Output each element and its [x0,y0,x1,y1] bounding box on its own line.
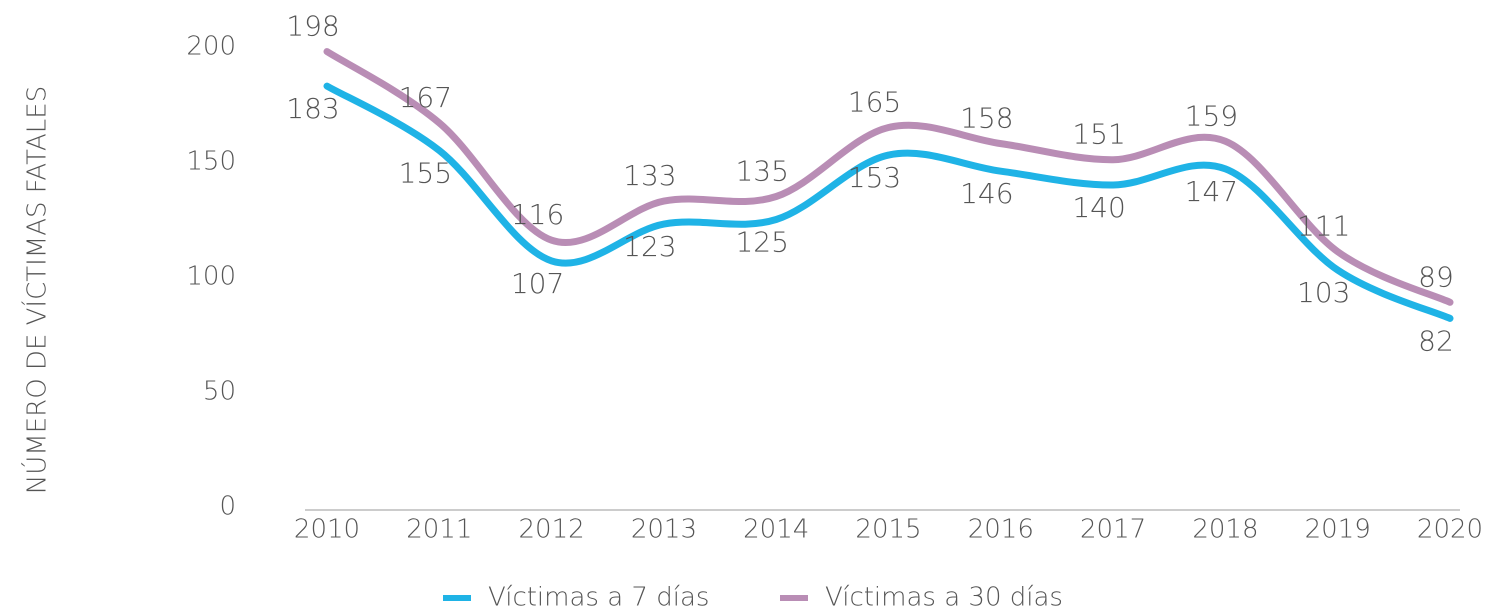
data-label: 146 [960,177,1013,210]
data-label: 165 [848,86,901,119]
data-label: 123 [623,230,676,263]
data-label: 133 [623,159,676,192]
data-label: 167 [399,81,452,114]
data-label: 198 [286,10,339,43]
line [323,82,1454,322]
x-tick-label: 2012 [519,515,585,545]
data-label: 125 [735,226,788,259]
x-tick-label: 2017 [1080,515,1146,545]
x-tick-label: 2010 [294,515,360,545]
data-label: 116 [511,198,564,231]
x-tick-label: 2018 [1192,515,1258,545]
data-label: 183 [286,92,339,125]
y-tick-label: 100 [186,262,236,292]
data-label: 82 [1418,324,1454,357]
data-label: 155 [399,157,452,190]
legend-label: Víctimas a 7 días [488,583,709,611]
x-tick-label: 2020 [1417,515,1483,545]
y-tick-label: 50 [203,377,236,407]
data-label: 111 [1297,210,1350,243]
data-label: 159 [1185,99,1238,132]
data-label: 135 [735,155,788,188]
x-tick-label: 2013 [631,515,697,545]
x-tick-label: 2016 [968,515,1034,545]
y-tick-label: 0 [219,492,236,522]
y-tick-label: 150 [186,147,236,177]
data-label: 89 [1418,260,1454,293]
data-label: 153 [848,161,901,194]
line [323,48,1454,306]
y-tick-label: 200 [186,32,236,62]
x-tick-label: 2015 [855,515,921,545]
data-label: 147 [1185,175,1238,208]
data-label: 103 [1297,276,1350,309]
x-tick-label: 2014 [743,515,809,545]
data-label: 140 [1072,191,1125,224]
data-label: 151 [1072,118,1125,151]
data-label: 107 [511,267,564,300]
x-tick-label: 2011 [406,515,472,545]
legend-label: Víctimas a 30 días [825,583,1063,611]
x-tick-label: 2019 [1305,515,1371,545]
data-label: 158 [960,102,1013,135]
y-axis-title: NÚMERO DE VÍCTIMAS FATALES [21,86,53,494]
